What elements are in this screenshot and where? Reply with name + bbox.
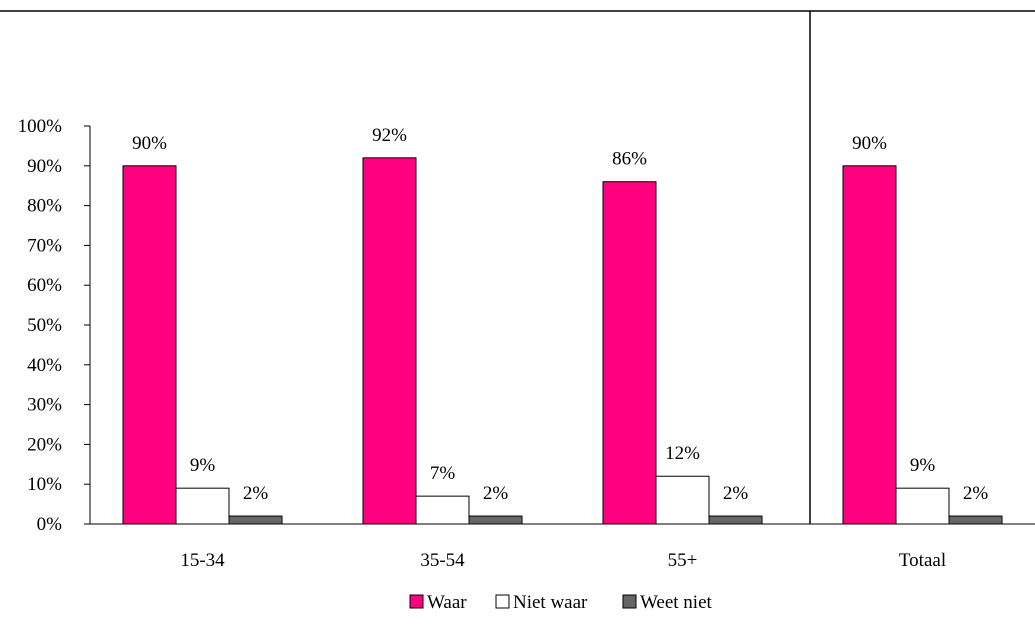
legend-swatch-2 [622,594,637,609]
data-label: 2% [723,483,749,504]
bar-1-1 [415,495,470,525]
data-label: 86% [612,149,647,170]
y-tick-label: 10% [27,474,62,495]
data-label: 7% [430,463,456,484]
data-label: 9% [190,455,216,476]
bar-1-0 [175,487,230,525]
legend-swatch-0 [409,594,424,609]
data-label: 90% [132,133,167,154]
legend-label: Weet niet [640,592,713,613]
y-tick-label: 80% [27,196,62,217]
data-label: 92% [372,125,407,146]
data-label: 90% [852,133,887,154]
x-category-label: 55+ [668,550,698,571]
legend-label: Niet waar [513,592,588,613]
y-tick-label: 60% [27,275,62,296]
data-label: 2% [483,483,509,504]
bar-0-0 [122,165,177,525]
bar-2-3 [948,515,1003,525]
y-tick-label: 30% [27,395,62,416]
y-tick-label: 40% [27,355,62,376]
bar-0-1 [362,157,417,525]
bar-2-2 [708,515,763,525]
bar-0-2 [602,181,657,525]
y-tick-label: 100% [18,116,63,137]
x-category-label: 35-54 [420,550,465,571]
data-label: 2% [963,483,989,504]
data-label: 12% [665,443,700,464]
data-label: 9% [910,455,936,476]
bar-1-2 [655,475,710,525]
y-tick-label: 50% [27,315,62,336]
legend-swatch-1 [495,594,510,609]
bar-2-0 [228,515,283,525]
bar-0-3 [842,165,897,525]
y-tick-label: 20% [27,434,62,455]
legend-label: Waar [427,592,467,613]
data-label: 2% [243,483,269,504]
y-tick-label: 0% [37,514,63,535]
y-tick-label: 90% [27,156,62,177]
y-tick-label: 70% [27,235,62,256]
bar-1-3 [895,487,950,525]
bar-2-1 [468,515,523,525]
x-category-label: 15-34 [180,550,225,571]
x-category-label: Totaal [899,550,946,571]
